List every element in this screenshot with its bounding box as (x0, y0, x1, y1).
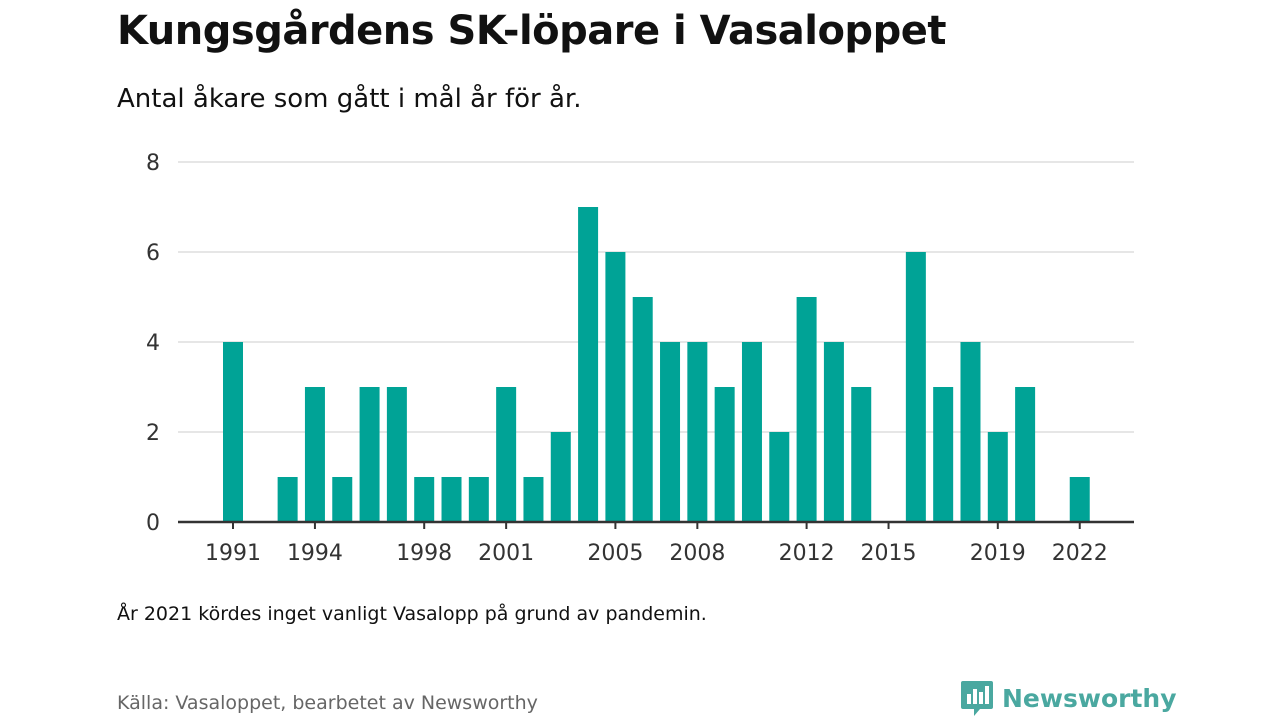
y-tick-label: 4 (146, 331, 160, 356)
bar (523, 477, 544, 522)
bar (796, 297, 817, 522)
y-tick-label: 2 (146, 421, 160, 446)
x-tick-label: 2022 (1052, 541, 1108, 566)
bar (769, 432, 790, 522)
bar (933, 387, 954, 522)
bar (660, 342, 681, 522)
bar-chart: 0 2 4 6 8 1991 1994 1998 2001 2005 2008 2012 2015 20… (146, 151, 1134, 566)
bar (714, 387, 735, 522)
bar (987, 432, 1008, 522)
bar (441, 477, 462, 522)
bar (1069, 477, 1090, 522)
bar (687, 342, 708, 522)
bar (823, 342, 844, 522)
y-axis-labels: 0 2 4 6 8 (146, 151, 160, 536)
bar (550, 432, 571, 522)
bar (359, 387, 380, 522)
newsworthy-logo: Newsworthy (960, 680, 1177, 716)
x-tick-label: 1998 (396, 541, 452, 566)
bar (578, 207, 599, 522)
bar (741, 342, 762, 522)
bar (605, 252, 626, 522)
bar (223, 342, 243, 522)
bar (304, 387, 325, 522)
y-tick-label: 6 (146, 241, 160, 266)
x-tick-label: 2015 (861, 541, 917, 566)
source-credit: Källa: Vasaloppet, bearbetet av Newswort… (117, 692, 538, 714)
y-tick-label: 8 (146, 151, 160, 176)
bar (905, 252, 926, 522)
bar (468, 477, 489, 522)
newsworthy-logo-icon (961, 681, 993, 716)
y-tick-label: 0 (146, 511, 160, 536)
chart-subtitle: Antal åkare som gått i mål år för år. (117, 84, 582, 114)
bar (332, 477, 353, 522)
bar (851, 387, 872, 522)
x-tick-label: 2012 (779, 541, 835, 566)
chart-note: År 2021 kördes inget vanligt Vasalopp på… (117, 603, 707, 625)
bar (414, 477, 435, 522)
bar (496, 387, 517, 522)
bar (386, 387, 407, 522)
x-tick-label: 1994 (287, 541, 343, 566)
x-axis: 1991 1994 1998 2001 2005 2008 2012 2015 2019 2022 (178, 520, 1134, 566)
bar (277, 477, 298, 522)
x-tick-label: 2005 (587, 541, 643, 566)
x-tick-label: 2008 (669, 541, 725, 566)
bars (223, 207, 1090, 522)
bar (960, 342, 981, 522)
x-tick-label: 2019 (970, 541, 1026, 566)
chart-title: Kungsgårdens SK-löpare i Vasaloppet (117, 8, 946, 54)
x-tick-label: 1991 (205, 541, 261, 566)
x-tick-label: 2001 (478, 541, 534, 566)
bar (632, 297, 653, 522)
newsworthy-logo-text: Newsworthy (1002, 683, 1177, 713)
bar (1015, 387, 1036, 522)
